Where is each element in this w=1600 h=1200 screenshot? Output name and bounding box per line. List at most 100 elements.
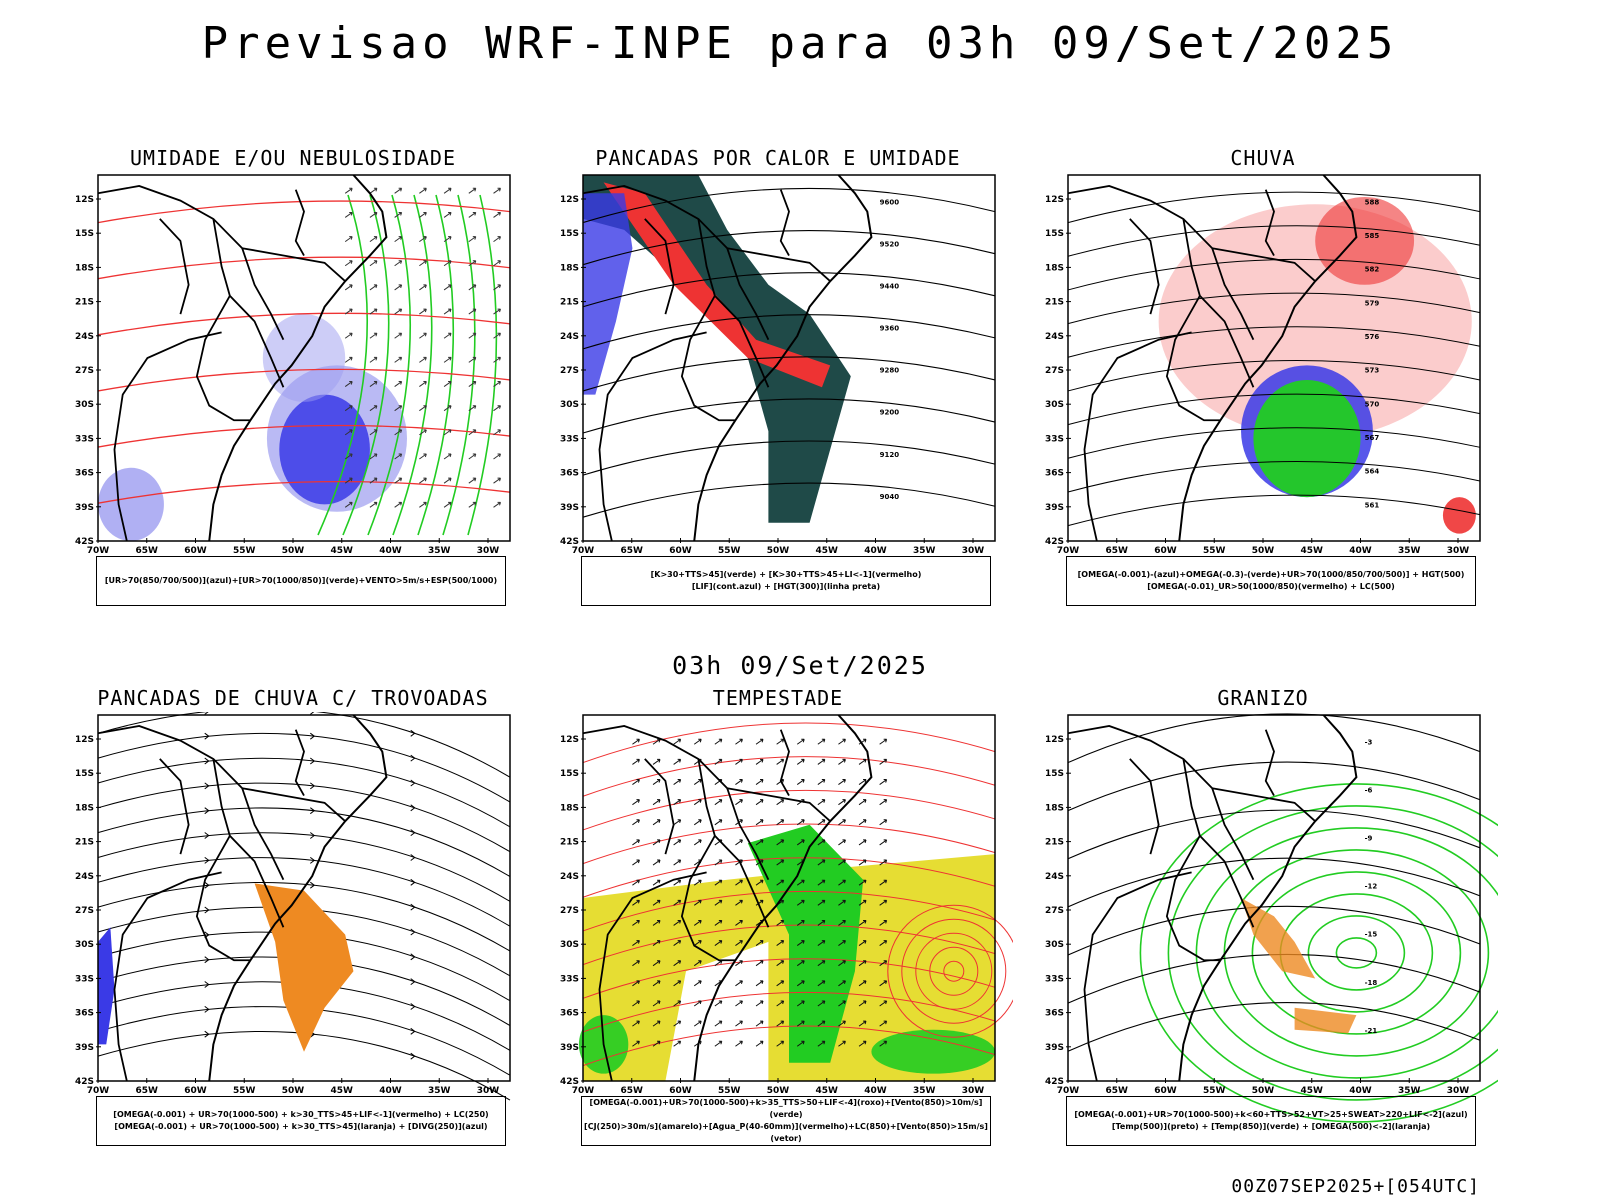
panel-caption: [UR>70(850/700/500)](azul)+[UR>70(1000/8… [96, 556, 506, 606]
caption-line: [CJ(250)>30m/s](amarelo)+[Agua_P(40-60mm… [584, 1122, 988, 1143]
wind-vector [735, 1020, 743, 1027]
contour-line [1067, 857, 1481, 908]
wind-vector [776, 1040, 785, 1047]
contour-line [582, 314, 996, 350]
wind-vector [838, 899, 846, 906]
streamline-arrow [410, 779, 416, 787]
lon-label: 60W [184, 1086, 207, 1096]
wind-vector [838, 799, 846, 806]
wind-vector [879, 799, 888, 806]
country-border [1083, 331, 1192, 542]
country-border [779, 189, 790, 256]
wind-vector [344, 453, 353, 460]
lat-label: 36S [1045, 469, 1064, 479]
coastline [208, 714, 388, 1082]
country-border [159, 758, 190, 855]
wind-vector [817, 839, 826, 846]
wind-vector [632, 839, 640, 846]
lon-label: 65W [1106, 546, 1129, 556]
lat-label: 42S [1045, 1077, 1064, 1087]
country-border [242, 247, 346, 282]
wind-vector [652, 779, 661, 785]
wind-vector [394, 501, 403, 508]
wind-vector [817, 940, 826, 946]
lon-label: 55W [1203, 1086, 1226, 1096]
wind-vector [858, 1040, 867, 1047]
streamline-arrow [204, 906, 210, 914]
caption-line: [OMEGA(-0.001)-(azul)+OMEGA(-0.3)-(verde… [1077, 570, 1465, 579]
contour-label: 9600 [880, 198, 900, 206]
map-plot: 588 585 582 579 576 573 570 567 564 561 12S 15S 18S 2… [1045, 174, 1481, 556]
lat-label: 21S [75, 298, 94, 308]
wind-vector [693, 779, 702, 785]
wind-vector [443, 236, 452, 243]
caption-line: [OMEGA(-0.001)+UR>70(1000-500)+k<60+TTS>… [1074, 1110, 1468, 1119]
country-border [1212, 787, 1316, 822]
wind-vector [714, 940, 723, 946]
map-plot: 9600 9520 9440 9360 9280 9200 9120 9040 12S 15S 18… [560, 174, 996, 556]
jet-gap [665, 941, 769, 1081]
wind-vector [735, 859, 743, 866]
wind-vector [652, 819, 661, 826]
country-border [195, 835, 251, 962]
wind-vector [796, 839, 805, 846]
contour-line [97, 256, 511, 280]
contour-line [582, 230, 996, 266]
caption-line: [LIF](cont.azul) + [HGT(300)](linha pret… [691, 582, 881, 591]
panel-title: CHUVA [1230, 146, 1296, 170]
wind-vector [776, 758, 785, 765]
country-border [727, 247, 831, 282]
lat-label: 30S [560, 940, 579, 950]
wind-vector [714, 899, 723, 906]
wind-vector [394, 477, 403, 484]
wind-vector [776, 1000, 785, 1007]
lat-label: 36S [560, 469, 579, 479]
streamline-arrow [204, 732, 210, 740]
wind-vector [369, 429, 378, 436]
wind-vector [858, 839, 867, 846]
wind-vector [344, 211, 353, 218]
wind-vector [394, 260, 403, 267]
panel-title: PANCADAS POR CALOR E UMIDADE [595, 146, 961, 170]
wind-vector [468, 381, 477, 387]
wind-vector [817, 779, 826, 785]
wind-vector [369, 211, 378, 218]
contour-line [1067, 427, 1481, 459]
wind-vector [632, 1040, 640, 1047]
lat-label: 39S [1045, 1043, 1064, 1053]
contour-label: 570 [1365, 400, 1380, 408]
wind-vector [493, 260, 501, 267]
lon-label: 30W [1447, 1086, 1470, 1096]
wind-vector [796, 1000, 805, 1007]
wind-vector [468, 477, 477, 484]
streamline-arrow [310, 856, 316, 864]
country-border [1182, 218, 1255, 388]
lat-label: 18S [560, 263, 579, 273]
lat-label: 27S [75, 366, 94, 376]
lat-label: 12S [1045, 735, 1064, 745]
lif-area [583, 193, 633, 395]
panel-pancadas-calor: PANCADAS POR CALOR E UMIDADE 9600 9520 944… [543, 146, 1013, 636]
wind-vector [369, 187, 378, 194]
lat-label: 12S [75, 195, 94, 205]
streamline-arrow [204, 1030, 210, 1038]
contour-label: 573 [1365, 367, 1380, 375]
panel-trovoadas: PANCADAS DE CHUVA C/ TROVOADAS 12S 15S 18S… [58, 686, 528, 1176]
wind-vector [673, 980, 682, 987]
wind-vector [879, 899, 888, 906]
wind-vector [735, 738, 743, 745]
wind-vector [344, 356, 353, 363]
contour-line [97, 312, 511, 336]
streamline-arrow [204, 981, 210, 988]
lat-label: 42S [75, 537, 94, 547]
panel-granizo: GRANIZO -3 -6 -9 -12 -15 -18 -21 12S 15S 18S 21S 24… [1028, 686, 1498, 1176]
wind-vector [755, 879, 764, 886]
wind-vector [755, 839, 764, 846]
run-footer: 00Z07SEP2025+[054UTC] [1231, 1176, 1480, 1197]
contour-label: 564 [1365, 468, 1380, 476]
wind-vector [693, 819, 702, 826]
wind-vector [493, 501, 501, 508]
wind-vector [714, 859, 723, 866]
wind-vector [493, 284, 501, 291]
streamline-arrow [310, 712, 315, 715]
